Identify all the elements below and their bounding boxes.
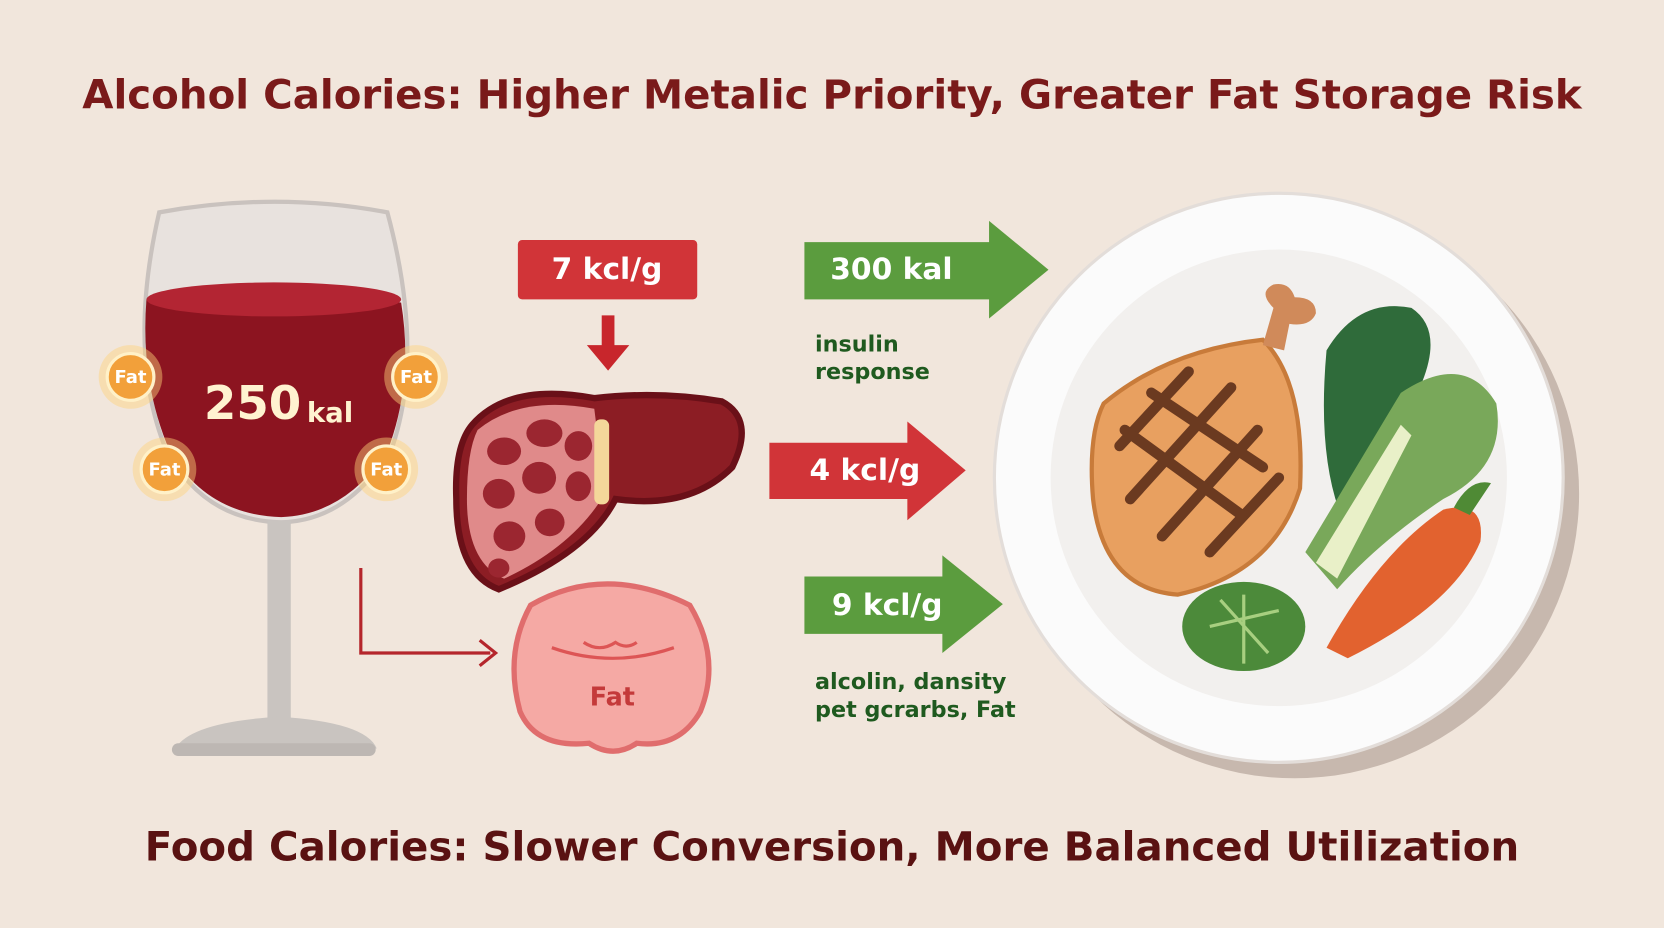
arrow-label: 300 kal	[830, 252, 952, 287]
liver-label-box	[517, 239, 698, 300]
badge-label: Fat	[115, 367, 147, 388]
fat-arrow-head	[478, 639, 499, 667]
wine-glass	[142, 199, 410, 756]
fat-arrow	[359, 568, 491, 655]
badge	[391, 351, 441, 402]
arrow-note: pet gcrarbs, Fat	[815, 697, 1016, 723]
fat-badges: Fat Fat Fat Fat	[98, 345, 448, 502]
badge-label: Fat	[148, 459, 180, 480]
glass-amount: 250	[204, 377, 301, 431]
plate	[992, 191, 1580, 779]
arrow-note: insulin	[815, 332, 899, 358]
badge-label: Fat	[370, 459, 402, 480]
fat-tissue-label: Fat	[590, 683, 635, 713]
glass-unit: kal	[307, 396, 353, 429]
footer-title: Food Calories: Slower Conversion, More B…	[145, 823, 1519, 870]
badge	[139, 444, 190, 495]
liver	[452, 390, 745, 593]
arrow-note: response	[815, 359, 930, 385]
fat-tissue	[511, 581, 712, 754]
badge	[105, 351, 156, 402]
liver-label: 7 kcl/g	[552, 252, 663, 287]
down-arrow	[586, 315, 630, 371]
arrow-label: 4 kcl/g	[810, 453, 921, 488]
arrow-label: 9 kcl/g	[832, 588, 943, 623]
title: Alcohol Calories: Higher Metalic Priorit…	[82, 72, 1583, 119]
arrow-red	[769, 421, 966, 521]
fat-tissue-detail	[551, 640, 675, 660]
arrow-note: alcolin, dansity	[815, 669, 1007, 695]
arrow-green	[804, 220, 1049, 319]
badge-label: Fat	[400, 367, 432, 388]
arrow-green	[804, 555, 1003, 653]
badge	[361, 444, 412, 495]
